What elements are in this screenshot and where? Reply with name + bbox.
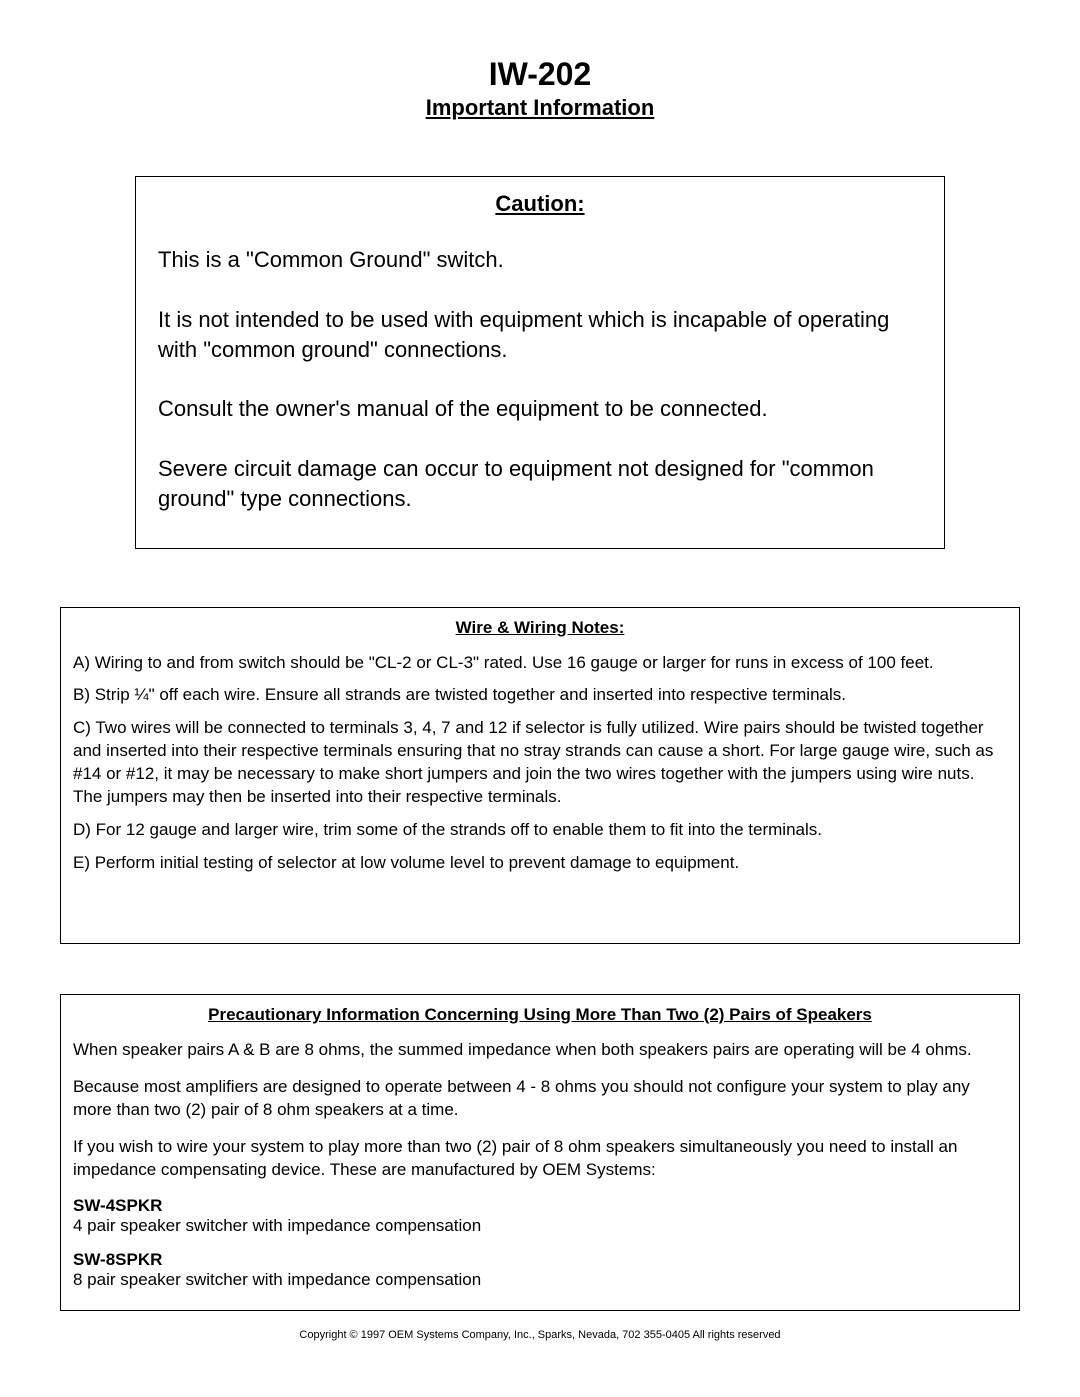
page-subtitle: Important Information	[50, 95, 1030, 121]
header: IW-202 Important Information	[50, 55, 1030, 121]
product-description: 8 pair speaker switcher with impedance c…	[73, 1270, 1007, 1290]
caution-paragraph: It is not intended to be used with equip…	[158, 305, 922, 364]
wiring-note: C) Two wires will be connected to termin…	[73, 717, 1007, 809]
wiring-note: A) Wiring to and from switch should be "…	[73, 652, 1007, 675]
caution-heading: Caution:	[158, 191, 922, 217]
copyright-text: Copyright © 1997 OEM Systems Company, In…	[50, 1329, 1030, 1341]
wiring-note: D) For 12 gauge and larger wire, trim so…	[73, 819, 1007, 842]
product-name: SW-8SPKR	[73, 1250, 1007, 1270]
precaution-paragraph: When speaker pairs A & B are 8 ohms, the…	[73, 1039, 1007, 1062]
caution-paragraph: This is a "Common Ground" switch.	[158, 245, 922, 275]
precaution-paragraph: If you wish to wire your system to play …	[73, 1136, 1007, 1182]
caution-paragraph: Severe circuit damage can occur to equip…	[158, 454, 922, 513]
product-name: SW-4SPKR	[73, 1196, 1007, 1216]
caution-paragraph: Consult the owner's manual of the equipm…	[158, 394, 922, 424]
product-description: 4 pair speaker switcher with impedance c…	[73, 1216, 1007, 1236]
wiring-notes-box: Wire & Wiring Notes: A) Wiring to and fr…	[60, 607, 1020, 945]
wiring-notes-heading: Wire & Wiring Notes:	[73, 618, 1007, 638]
wiring-note: E) Perform initial testing of selector a…	[73, 852, 1007, 875]
page-title: IW-202	[50, 55, 1030, 93]
precaution-heading: Precautionary Information Concerning Usi…	[73, 1005, 1007, 1025]
precaution-box: Precautionary Information Concerning Usi…	[60, 994, 1020, 1311]
document-page: IW-202 Important Information Caution: Th…	[0, 0, 1080, 1371]
caution-box: Caution: This is a "Common Ground" switc…	[135, 176, 945, 548]
wiring-note: B) Strip ¼" off each wire. Ensure all st…	[73, 684, 1007, 707]
precaution-paragraph: Because most amplifiers are designed to …	[73, 1076, 1007, 1122]
